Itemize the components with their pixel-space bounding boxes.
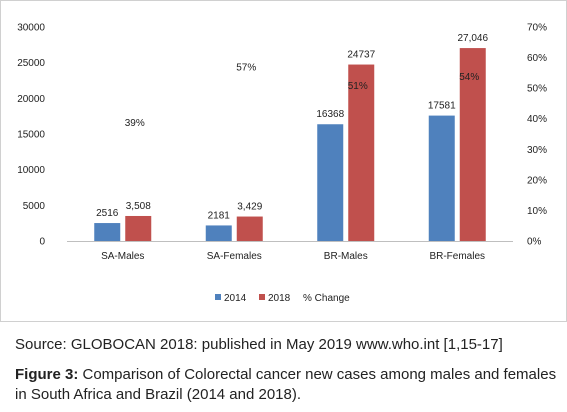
data-label-2018: 24737 xyxy=(347,50,375,61)
source-note: Source: GLOBOCAN 2018: published in May … xyxy=(15,336,503,353)
legend-swatch-2014 xyxy=(215,294,221,300)
category-label: BR-Females xyxy=(429,251,485,262)
y-right-tick-label: 0% xyxy=(527,237,542,248)
legend-swatch-2018 xyxy=(259,294,265,300)
y-left-tick-label: 0 xyxy=(39,237,45,248)
bar-2014 xyxy=(205,225,232,241)
y-left-tick-label: 20000 xyxy=(17,94,45,105)
y-left-tick-label: 15000 xyxy=(17,130,45,141)
bar-2014 xyxy=(94,223,121,241)
figure-label: Figure 3: xyxy=(15,366,79,383)
caption-text: Comparison of Colorectal cancer new case… xyxy=(15,366,557,403)
bar-2018 xyxy=(236,216,263,241)
figure-caption: Figure 3: Comparison of Colorectal cance… xyxy=(15,365,560,405)
bar-2018 xyxy=(348,64,375,242)
data-label-2014: 2181 xyxy=(208,210,231,221)
data-label-2018: 27,046 xyxy=(457,33,488,44)
category-label: SA-Females xyxy=(207,251,262,262)
data-label-2014: 2516 xyxy=(96,208,119,219)
y-right-tick-label: 60% xyxy=(527,53,547,64)
y-right-tick-label: 10% xyxy=(527,206,547,217)
y-right-tick-label: 70% xyxy=(527,23,547,34)
y-left-tick-label: 10000 xyxy=(17,165,45,176)
data-label-2018: 3,429 xyxy=(237,202,262,213)
category-label: SA-Males xyxy=(101,251,144,262)
chart-frame: 0 5000 10000 15000 20000 25000 30000 0% 10% 20% 30… xyxy=(0,0,567,322)
y-right-tick-label: 20% xyxy=(527,175,547,186)
percent-change-label: 39% xyxy=(125,118,145,129)
y-right-tick-label: 40% xyxy=(527,114,547,125)
bar-2014 xyxy=(428,115,455,241)
category-label: BR-Males xyxy=(324,251,368,262)
y-left-tick-label: 5000 xyxy=(23,201,46,212)
bar-chart: 0 5000 10000 15000 20000 25000 30000 0% 10% 20% 30… xyxy=(17,23,547,305)
y-right-tick-label: 50% xyxy=(527,84,547,95)
bar-2018 xyxy=(125,215,152,241)
legend-label: 2014 xyxy=(224,293,247,304)
percent-change-label: 51% xyxy=(348,81,368,92)
percent-change-label: 57% xyxy=(236,63,256,74)
data-label-2018: 3,508 xyxy=(126,201,151,212)
legend-label: 2018 xyxy=(268,293,291,304)
y-left-tick-label: 25000 xyxy=(17,58,45,69)
percent-change-label: 54% xyxy=(459,72,479,83)
bar-2014 xyxy=(317,124,344,241)
y-right-tick-label: 30% xyxy=(527,145,547,156)
data-label-2014: 16368 xyxy=(316,109,344,120)
data-label-2014: 17581 xyxy=(428,101,456,112)
legend-label: % Change xyxy=(303,293,350,304)
y-left-tick-label: 30000 xyxy=(17,23,45,34)
bar-2018 xyxy=(459,48,486,241)
